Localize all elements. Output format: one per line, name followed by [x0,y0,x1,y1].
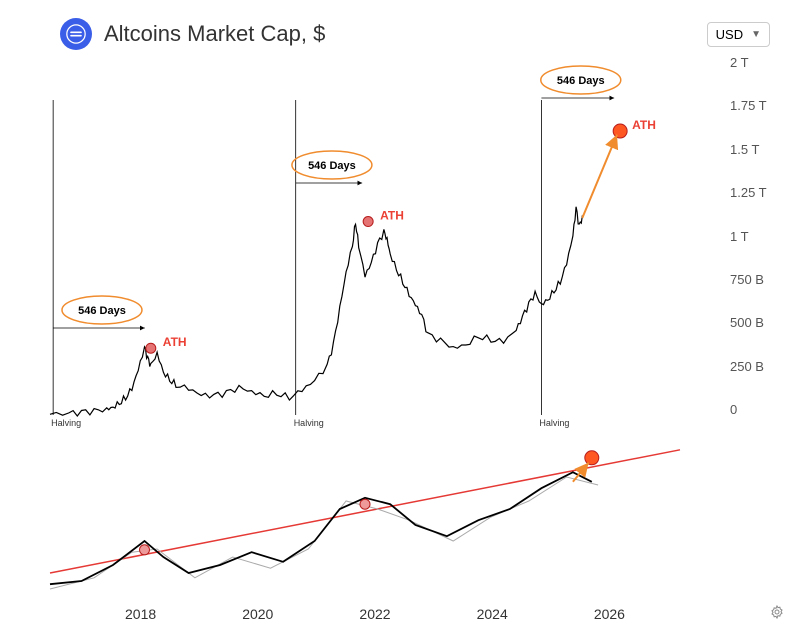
svg-text:546 Days: 546 Days [308,160,356,172]
y-tick-label: 750 B [690,272,790,287]
y-tick-label: 1.25 T [690,185,790,200]
svg-text:Halving: Halving [294,418,324,428]
y-axis-labels: 2 T 1.75 T 1.5 T 1.25 T 1 T 750 B 500 B 250 B 0 [690,55,790,417]
svg-text:ATH: ATH [163,335,187,349]
y-tick-label: 1.75 T [690,98,790,113]
y-tick-label: 500 B [690,315,790,330]
svg-text:ATH: ATH [380,209,404,223]
settings-icon[interactable] [769,604,785,620]
y-tick-label: 1 T [690,229,790,244]
svg-text:Halving: Halving [539,418,569,428]
y-tick-label: 0 [690,402,790,417]
svg-text:Halving: Halving [51,418,81,428]
x-tick-label: 2020 [242,606,273,622]
x-tick-label: 2026 [594,606,625,622]
chevron-down-icon: ▼ [751,29,761,40]
y-tick-label: 2 T [690,55,790,70]
svg-text:ATH: ATH [632,118,656,132]
currency-select[interactable]: USD ▼ [707,22,770,47]
page-title: Altcoins Market Cap, $ [104,21,325,47]
svg-text:546 Days: 546 Days [557,75,605,87]
title-wrap: Altcoins Market Cap, $ [60,18,325,50]
y-tick-label: 250 B [690,359,790,374]
logo-icon [60,18,92,50]
sub-chart [50,437,680,597]
x-tick-label: 2024 [477,606,508,622]
svg-text:546 Days: 546 Days [78,305,126,317]
y-tick-label: 1.5 T [690,142,790,157]
x-axis-labels: 2018 2020 2022 2024 2026 [50,606,680,622]
main-chart: HalvingHalvingHalving546 Days546 Days546… [50,55,680,417]
x-tick-label: 2022 [359,606,390,622]
x-tick-label: 2018 [125,606,156,622]
currency-value: USD [716,27,743,42]
